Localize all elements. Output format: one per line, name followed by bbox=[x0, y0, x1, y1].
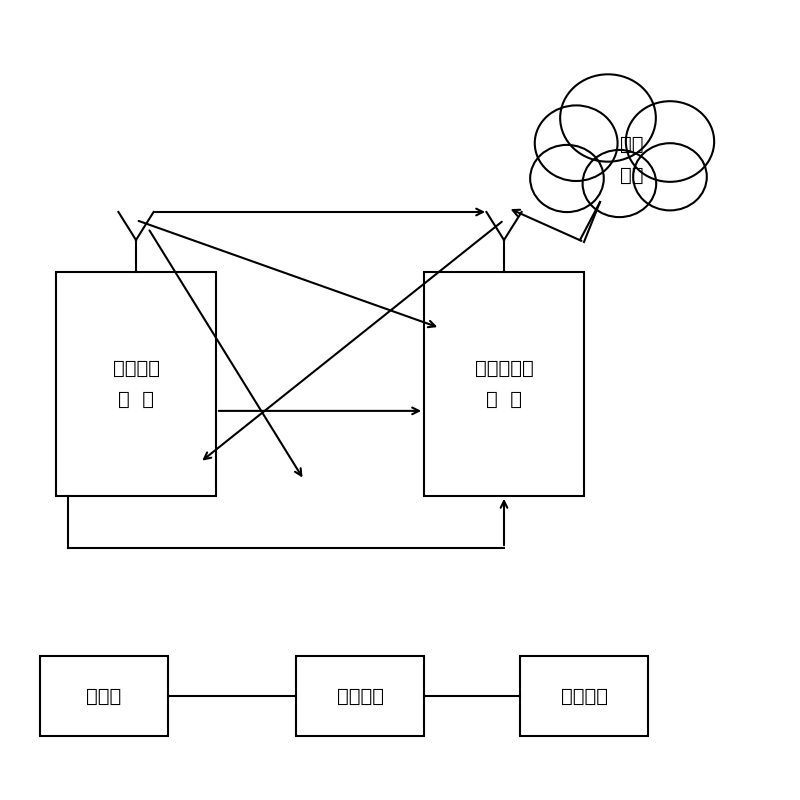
Text: 敏感装置: 敏感装置 bbox=[561, 686, 607, 706]
Text: 干扰源: 干扰源 bbox=[86, 686, 122, 706]
Text: 天电
甫电: 天电 甫电 bbox=[620, 135, 644, 185]
Text: 传播途径: 传播途径 bbox=[337, 686, 383, 706]
Text: 电磁发射
装  置: 电磁发射 装 置 bbox=[113, 359, 159, 409]
Bar bbox=[520, 656, 648, 736]
Bar bbox=[424, 272, 584, 496]
Text: 受电磁干扰
装  置: 受电磁干扰 装 置 bbox=[474, 359, 534, 409]
Bar bbox=[296, 656, 424, 736]
Bar bbox=[56, 272, 216, 496]
Bar bbox=[40, 656, 168, 736]
